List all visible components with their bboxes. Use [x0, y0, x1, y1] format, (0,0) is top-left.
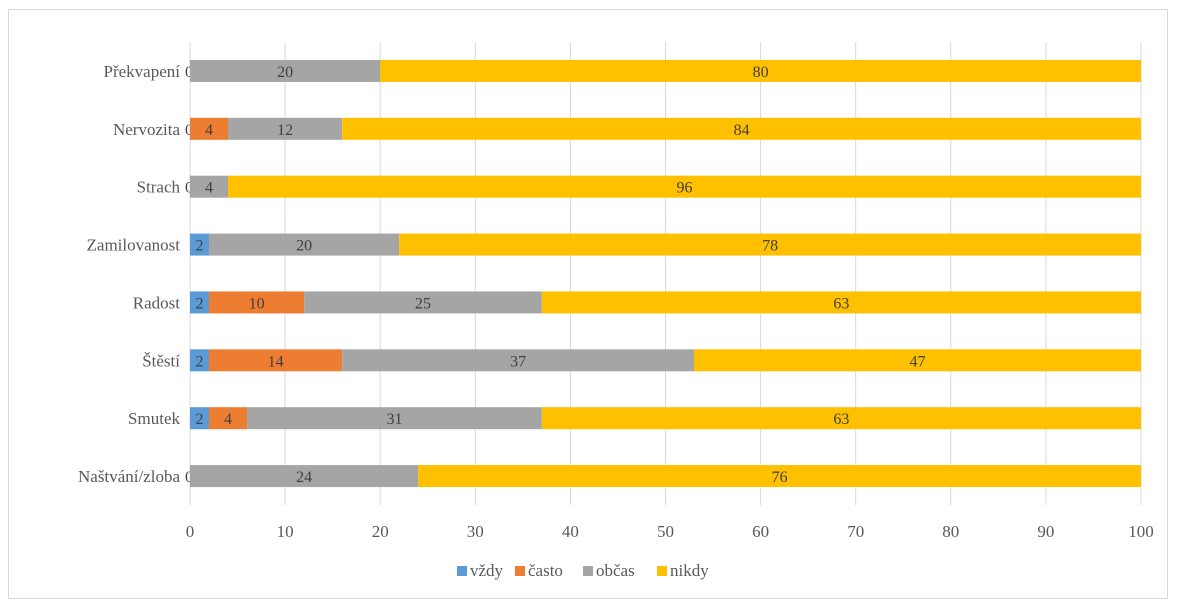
bar-segment-nikdy	[399, 233, 1142, 256]
bar-segment-občas	[209, 233, 400, 256]
data-label: 4	[205, 122, 213, 139]
bar-segment-často	[190, 117, 229, 140]
legend-swatch-často	[515, 566, 525, 576]
bar-segment-občas	[228, 117, 343, 140]
data-label: 0	[185, 469, 193, 486]
data-label: 80	[753, 64, 769, 81]
x-tick-label: 40	[562, 522, 579, 541]
x-tick-label: 20	[372, 522, 389, 541]
x-tick-label: 70	[847, 522, 864, 541]
bar-segment-často	[209, 407, 248, 430]
x-tick-label: 100	[1128, 522, 1154, 541]
bar-segment-nikdy	[418, 465, 1141, 488]
bar-segment-vždy	[190, 349, 210, 372]
data-label: 24	[296, 469, 312, 486]
bar-segment-nikdy	[541, 291, 1141, 314]
data-label: 20	[296, 238, 312, 255]
data-label: 0	[185, 122, 193, 139]
bar-segment-občas	[190, 59, 381, 82]
x-tick-label: 50	[657, 522, 674, 541]
legend-label-občas: občas	[596, 561, 635, 580]
data-label: 2	[196, 411, 204, 428]
category-label: Štěstí	[142, 351, 180, 370]
data-label: 78	[762, 238, 778, 255]
data-label: 10	[249, 295, 265, 312]
data-label: 4	[205, 180, 213, 197]
data-label: 14	[268, 353, 284, 370]
data-label: 4	[224, 411, 232, 428]
x-tick-label: 90	[1037, 522, 1054, 541]
legend-label-často: často	[528, 561, 563, 580]
bar-segment-nikdy	[694, 349, 1141, 372]
x-tick-label: 80	[942, 522, 959, 541]
data-label: 20	[277, 64, 293, 81]
category-label: Zamilovanost	[87, 236, 181, 255]
data-label: 37	[510, 353, 526, 370]
bar-segment-vždy	[190, 407, 210, 430]
bar-segment-často	[209, 291, 305, 314]
bar-segment-vždy	[190, 233, 210, 256]
bar-segment-nikdy	[380, 59, 1141, 82]
bar-segment-nikdy	[342, 117, 1141, 140]
category-label: Překvapení	[104, 62, 181, 81]
data-label: 25	[415, 295, 431, 312]
data-label: 76	[772, 469, 788, 486]
bar-segment-nikdy	[228, 175, 1142, 198]
x-tick-label: 60	[752, 522, 769, 541]
x-tick-label: 0	[186, 522, 195, 541]
bar-segment-občas	[190, 465, 419, 488]
data-label: 2	[196, 353, 204, 370]
data-label: 63	[833, 411, 849, 428]
legend-swatch-vždy	[457, 566, 467, 576]
category-label: Smutek	[128, 409, 180, 428]
legend-swatch-nikdy	[657, 566, 667, 576]
bar-segment-nikdy	[541, 407, 1141, 430]
legend-swatch-občas	[583, 566, 593, 576]
bar-segment-vždy	[190, 291, 210, 314]
data-label: 0	[185, 64, 193, 81]
category-label: Nervozita	[113, 120, 180, 139]
data-label: 2	[196, 295, 204, 312]
bar-segment-často	[209, 349, 343, 372]
data-label: 12	[277, 122, 293, 139]
bar-segment-občas	[342, 349, 695, 372]
data-label: 96	[677, 180, 693, 197]
data-label: 63	[833, 295, 849, 312]
data-label: 47	[910, 353, 926, 370]
data-label: 84	[734, 122, 750, 139]
legend-label-vždy: vždy	[470, 561, 504, 580]
bar-segment-občas	[190, 175, 229, 198]
bar-segment-občas	[247, 407, 542, 430]
category-label: Radost	[133, 293, 181, 312]
x-tick-label: 30	[467, 522, 484, 541]
data-label: 2	[196, 238, 204, 255]
x-tick-label: 10	[277, 522, 294, 541]
category-label: Naštvání/zloba	[78, 467, 180, 486]
bar-segment-občas	[304, 291, 542, 314]
data-label: 31	[386, 411, 402, 428]
category-label: Strach	[137, 178, 181, 197]
legend-label-nikdy: nikdy	[670, 561, 709, 580]
data-label: 0	[185, 180, 193, 197]
